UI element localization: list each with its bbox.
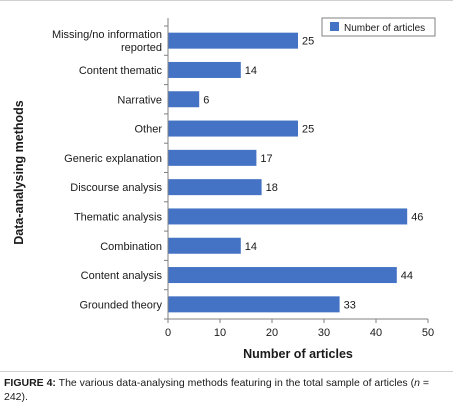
category-label-line: Other [134,124,162,136]
bar [168,179,262,196]
value-label: 25 [302,36,314,48]
category-label: Generic explanation [64,153,162,165]
category-label-line: Content analysis [81,270,163,282]
legend-swatch [330,22,339,31]
category-label-line: Narrative [117,94,162,106]
category-labels: Missing/no information reported Content th… [52,29,163,311]
value-label: 33 [344,299,356,311]
value-label: 25 [302,124,314,136]
value-label: 44 [401,270,413,282]
bar-chart: Missing/no information reported Content th… [12,17,436,361]
legend: Number of articles [321,17,436,37]
chart-panel: Missing/no information reported Content th… [0,0,453,372]
x-tick-label: 0 [165,327,171,339]
category-label-line: Discourse analysis [70,182,162,194]
bar [168,296,340,313]
value-label: 46 [411,211,423,223]
x-tick-label: 50 [422,327,434,339]
category-label: Content analysis [81,270,163,282]
figure-caption: FIGURE 4: The various data-analysing met… [4,376,449,404]
bar [168,61,241,78]
category-label-line: Thematic analysis [74,211,163,223]
category-label: Missing/no information reported [52,29,162,54]
category-label: Grounded theory [79,299,162,311]
value-label: 14 [245,65,257,77]
category-label: Narrative [117,94,162,106]
bar [168,149,257,166]
caption-label: FIGURE 4: [4,377,56,389]
caption-text-before: The various data-analysing methods featu… [55,377,415,389]
bar [168,237,241,254]
legend-box [321,17,436,37]
category-label: Other [134,124,162,136]
value-label: 6 [203,94,209,106]
category-label-line: Combination [100,241,162,253]
category-label-line: Generic explanation [64,153,162,165]
caption-n-symbol: n [414,377,420,389]
category-label: Thematic analysis [74,211,163,223]
y-axis-title: Data-analysing methods [12,100,26,245]
bar [168,91,200,108]
category-label-line: Content thematic [79,65,163,77]
bar [168,120,298,137]
x-axis-ticks: 0 10 20 30 40 50 [164,25,434,339]
caption-text-after: = 242). [4,377,429,403]
value-labels: 25 14 6 25 17 18 46 14 44 33 [203,36,423,312]
x-tick-label: 30 [318,327,330,339]
category-label: Combination [100,241,162,253]
category-label-line: Missing/no information [52,29,162,41]
category-label: Content thematic [79,65,163,77]
category-label-line: Grounded theory [79,299,162,311]
value-label: 17 [260,153,272,165]
legend-label: Number of articles [344,23,425,34]
bar [168,208,408,225]
x-axis-title: Number of articles [243,347,353,361]
bar [168,267,397,284]
value-label: 18 [266,182,278,194]
x-tick-label: 20 [266,327,278,339]
bars-layer [168,32,408,313]
x-tick-label: 10 [214,327,226,339]
category-label-line: reported [121,42,162,54]
bar [168,32,298,49]
category-label: Discourse analysis [70,182,162,194]
x-tick-label: 40 [370,327,382,339]
value-label: 14 [245,241,257,253]
